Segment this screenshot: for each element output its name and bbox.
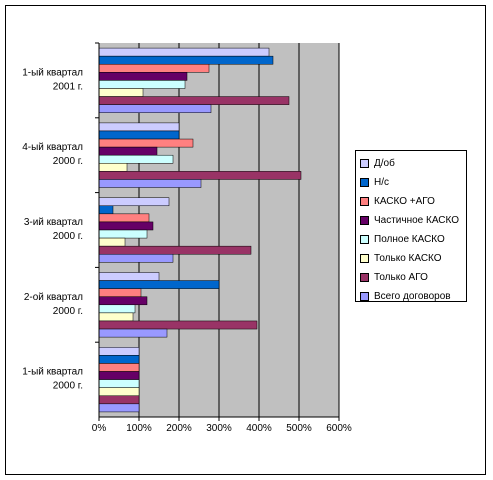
bar bbox=[98, 237, 126, 247]
legend-swatch bbox=[360, 273, 369, 282]
legend-item: Частичное КАСКО bbox=[360, 211, 466, 230]
category-label: 3-ий квартал bbox=[24, 217, 83, 228]
legend-swatch bbox=[360, 235, 369, 244]
bar bbox=[98, 371, 140, 380]
category-label: 4-ый квартал bbox=[22, 142, 83, 153]
bar bbox=[98, 55, 274, 65]
legend-label: Только КАСКО bbox=[374, 253, 442, 264]
legend-label: Полное КАСКО bbox=[374, 234, 445, 245]
bar bbox=[98, 130, 180, 140]
category-label: 2-ой квартал bbox=[24, 292, 83, 303]
category-label: 1-ый квартал bbox=[22, 367, 83, 378]
bar bbox=[98, 355, 140, 364]
category-label: 1-ый квартал bbox=[22, 67, 83, 78]
tick-labels: 0% 100% 200% 300% 400% 500% 600% bbox=[92, 423, 352, 434]
legend-swatch bbox=[360, 254, 369, 263]
bar bbox=[98, 328, 168, 338]
x-tick-label: 500% bbox=[286, 423, 312, 434]
bar bbox=[98, 205, 114, 215]
category-label: 2000 г. bbox=[53, 156, 83, 167]
bar bbox=[98, 245, 252, 255]
bar bbox=[98, 296, 148, 306]
bar bbox=[98, 146, 158, 156]
legend-item: Д/об bbox=[360, 154, 466, 173]
bar bbox=[98, 363, 140, 372]
bar bbox=[98, 88, 144, 97]
x-tick-label: 0% bbox=[92, 423, 107, 434]
legend-swatch bbox=[360, 292, 369, 301]
bars bbox=[98, 47, 302, 413]
legend-item: Полное КАСКО bbox=[360, 230, 466, 249]
bar bbox=[98, 347, 140, 356]
bar bbox=[98, 138, 194, 148]
x-tick-label: 400% bbox=[246, 423, 272, 434]
bar bbox=[98, 163, 128, 172]
bar bbox=[98, 72, 188, 81]
legend-label: Всего договоров bbox=[374, 291, 451, 302]
x-tick-label: 600% bbox=[326, 423, 352, 434]
legend-item: КАСКО +АГО bbox=[360, 192, 466, 211]
bar bbox=[98, 96, 290, 105]
category-label: 2000 г. bbox=[53, 306, 83, 317]
bar bbox=[98, 197, 170, 207]
legend-label: Д/об bbox=[374, 158, 395, 169]
bar bbox=[98, 304, 136, 314]
legend: Д/об Н/с КАСКО +АГО Частичное КАСКО Полное К… bbox=[355, 150, 467, 302]
x-tick-label: 200% bbox=[166, 423, 192, 434]
legend-label: КАСКО +АГО bbox=[374, 196, 435, 207]
bar bbox=[98, 63, 210, 73]
x-tick-label: 300% bbox=[206, 423, 232, 434]
bar bbox=[98, 379, 140, 388]
bar bbox=[98, 272, 160, 281]
bar bbox=[98, 387, 140, 397]
legend-swatch bbox=[360, 197, 369, 206]
bar bbox=[98, 395, 140, 405]
bar bbox=[98, 288, 142, 297]
axes bbox=[95, 42, 340, 421]
category-labels: 1-ый квартал 2000 г. 2-ой квартал 2000 г. 3-… bbox=[22, 67, 83, 391]
bar bbox=[98, 80, 186, 89]
x-tick-label: 100% bbox=[126, 423, 152, 434]
bar bbox=[98, 104, 212, 113]
legend-label: Частичное КАСКО bbox=[374, 215, 460, 226]
bar bbox=[98, 403, 140, 413]
bar bbox=[98, 312, 134, 322]
category-label: 2001 г. bbox=[53, 81, 83, 92]
bar bbox=[98, 229, 148, 239]
bar bbox=[98, 47, 270, 57]
bar bbox=[98, 179, 202, 188]
legend-swatch bbox=[360, 216, 369, 225]
legend-label: Н/с bbox=[374, 177, 389, 188]
category-label: 2000 г. bbox=[53, 381, 83, 392]
legend-item: Только АГО bbox=[360, 268, 466, 287]
legend-item: Н/с bbox=[360, 173, 466, 192]
category-label: 2000 г. bbox=[53, 231, 83, 242]
legend-label: Только АГО bbox=[374, 272, 428, 283]
bar bbox=[98, 171, 302, 180]
bar bbox=[98, 122, 180, 132]
bar bbox=[98, 320, 258, 330]
bar bbox=[98, 221, 154, 231]
bar bbox=[98, 280, 220, 289]
legend-item: Только КАСКО bbox=[360, 249, 466, 268]
bar bbox=[98, 154, 174, 164]
legend-swatch bbox=[360, 178, 369, 187]
legend-item: Всего договоров bbox=[360, 287, 466, 306]
bar bbox=[98, 253, 174, 263]
legend-swatch bbox=[360, 159, 369, 168]
bar bbox=[98, 213, 150, 223]
